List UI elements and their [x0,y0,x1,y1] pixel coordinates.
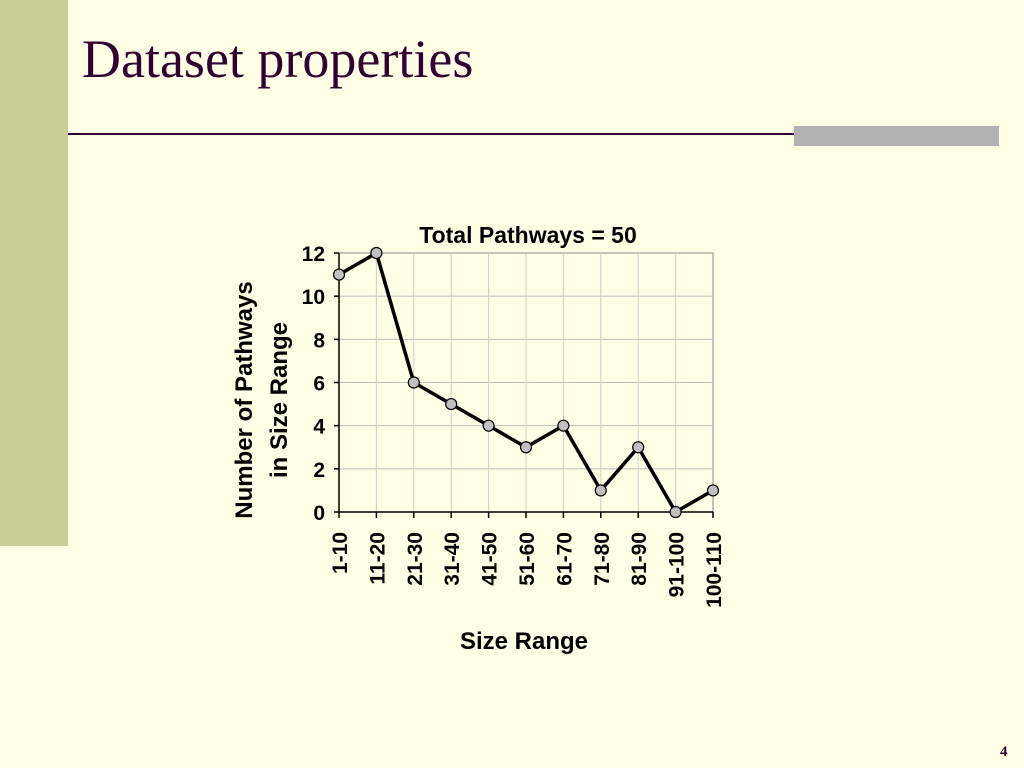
y-tick-label: 6 [313,373,325,396]
x-tick-label: 21-30 [404,532,427,586]
x-tick-label: 91-100 [666,532,689,597]
x-axis-ticks: 1-10 11-20 21-30 31-40 41-50 51-60 61-70 71-80 8… [329,512,726,608]
data-point-11-20 [370,246,383,260]
x-tick-label: 71-80 [591,532,614,586]
y-tick-label: 2 [313,459,325,482]
x-tick-label: 41-50 [479,532,502,586]
y-axis-label-line-1: Number of Pathways [231,281,258,518]
data-point-1-10 [332,268,346,281]
sidebar-accent-bar [0,0,68,546]
x-tick-label: 1-10 [329,532,352,574]
plot-area [338,252,714,513]
y-tick-label: 4 [313,416,325,439]
y-tick-label: 10 [302,286,325,309]
x-tick-label: 61-70 [553,532,576,586]
title-underline-accent [794,126,999,146]
x-tick-label: 31-40 [441,532,464,586]
slide-title: Dataset properties [82,29,474,89]
data-point-100-110 [706,484,720,497]
y-axis-ticks: 0 2 4 6 8 10 12 [302,243,339,525]
slide-number: 4 [1000,744,1008,760]
data-point-21-30 [407,376,420,389]
data-point-31-40 [445,397,458,411]
x-tick-label: 51-60 [516,532,539,586]
data-point-91-100 [669,505,682,519]
data-point-51-60 [519,441,533,454]
y-tick-label: 8 [313,329,325,352]
title-underline [68,133,999,135]
y-axis-label-line-2: in Size Range [266,322,293,478]
data-point-81-90 [632,441,645,454]
y-tick-label: 0 [313,502,325,525]
chart-title: Total Pathways = 50 [419,222,637,248]
x-tick-label: 81-90 [628,532,651,586]
data-point-71-80 [594,484,607,497]
x-axis-label: Size Range [460,628,588,655]
data-point-41-50 [482,419,495,432]
y-tick-label: 12 [302,243,325,266]
x-tick-label: 11-20 [366,532,389,585]
data-point-61-70 [557,419,570,432]
x-tick-label: 100-110 [703,532,726,608]
series-layer [332,246,720,519]
